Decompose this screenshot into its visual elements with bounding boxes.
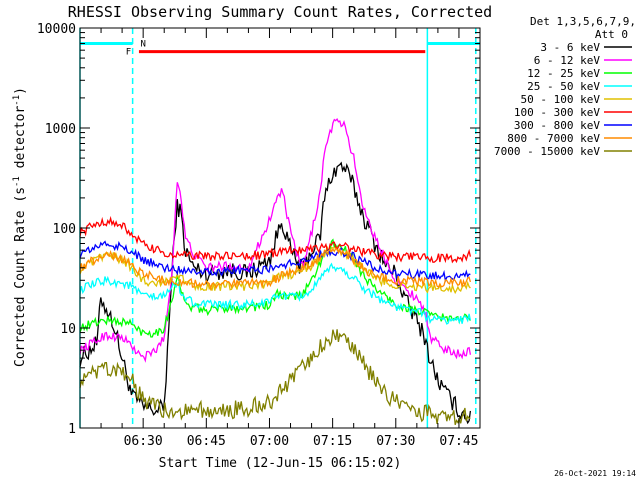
flag-label: N: [140, 39, 145, 49]
y-tick-label: 10: [60, 322, 76, 337]
generation-timestamp: 26-Oct-2021 19:14: [554, 469, 636, 478]
y-axis-label-main: Corrected Count Rate (s: [13, 187, 28, 367]
y-axis-ticks: 1 10 100 1000 10000: [37, 22, 480, 437]
y-axis-label-sup1: -1: [12, 176, 22, 187]
chart-title: RHESSI Observing Summary Count Rates, Co…: [68, 3, 492, 21]
y-axis-label-end: ): [13, 87, 28, 95]
legend-label: 7000 - 15000 keV: [494, 145, 600, 158]
x-tick-label: 06:45: [187, 434, 226, 449]
x-tick-label: 07:15: [313, 434, 352, 449]
y-axis-label: Corrected Count Rate (s-1 detector-1): [12, 87, 28, 367]
legend-label: 25 - 50 keV: [527, 80, 600, 93]
series-300-800-kev: [79, 240, 471, 283]
y-tick-label: 1: [68, 422, 76, 437]
x-axis-ticks: 06:30 06:45 07:00 07:15 07:30 07:45: [100, 28, 479, 449]
legend-label: 300 - 800 keV: [514, 119, 600, 132]
x-tick-label: 07:00: [250, 434, 289, 449]
y-tick-label: 10000: [37, 22, 76, 37]
legend-label: 12 - 25 keV: [527, 67, 600, 80]
legend-label: 3 - 6 keV: [540, 41, 600, 54]
legend-label: 6 - 12 keV: [534, 54, 601, 67]
series-25-50-kev: [79, 262, 472, 325]
legend-label: 50 - 100 keV: [521, 93, 601, 106]
y-axis-label-sup2: -1: [12, 95, 22, 106]
series-100-300-kev: [79, 215, 472, 264]
flag-label: F: [126, 48, 131, 58]
y-tick-label: 1000: [45, 122, 76, 137]
x-tick-label: 07:45: [439, 434, 478, 449]
x-axis-label: Start Time (12-Jun-15 06:15:02): [159, 456, 402, 471]
legend-header-line1: Det 1,3,5,6,7,9,: [530, 15, 636, 28]
data-series: [79, 117, 472, 425]
y-tick-label: 100: [53, 222, 76, 237]
x-tick-label: 06:30: [124, 434, 163, 449]
series-7000-15000-kev: [79, 329, 471, 425]
legend-header-line2: Att 0: [595, 28, 628, 41]
series-3-6-kev: [79, 161, 472, 425]
series-6-12-kev: [79, 117, 472, 363]
x-tick-label: 07:30: [376, 434, 415, 449]
legend-label: 800 - 7000 keV: [507, 132, 600, 145]
y-axis-label-mid: detector: [13, 106, 28, 177]
legend-label: 100 - 300 keV: [514, 106, 600, 119]
series-800-7000-kev: [79, 247, 472, 292]
